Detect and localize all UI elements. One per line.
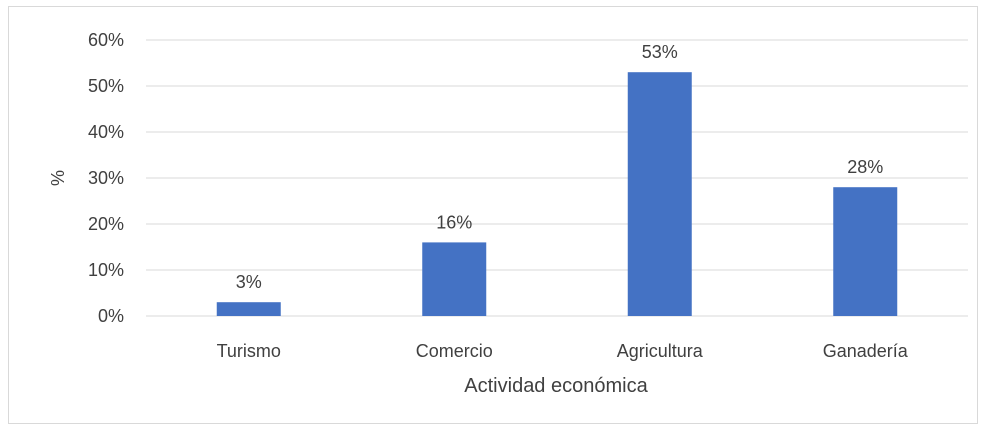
x-tick-label: Turismo — [217, 341, 281, 361]
bar-agricultura — [627, 72, 692, 316]
x-tick-label: Comercio — [416, 341, 493, 361]
bar-turismo — [216, 302, 281, 316]
data-label: 28% — [847, 157, 883, 177]
data-labels: 3% 16% 53% 28% — [236, 42, 884, 292]
y-tick-label: 30% — [88, 168, 124, 188]
y-tick-label: 0% — [98, 306, 124, 326]
bar-comercio — [422, 242, 487, 316]
y-tick-label: 50% — [88, 76, 124, 96]
y-axis-title: % — [48, 170, 68, 186]
x-axis-ticks: Turismo Comercio Agricultura Ganadería — [217, 341, 909, 361]
x-axis-title: Actividad económica — [464, 375, 648, 397]
y-axis-ticks: 0% 10% 20% 30% 40% 50% 60% — [88, 30, 124, 326]
y-tick-label: 40% — [88, 122, 124, 142]
chart-frame — [8, 6, 978, 424]
bar-ganadería — [833, 187, 898, 316]
data-label: 16% — [436, 212, 472, 232]
y-tick-label: 10% — [88, 260, 124, 280]
gridlines — [146, 39, 968, 317]
x-tick-label: Ganadería — [823, 341, 909, 361]
bars — [216, 72, 898, 316]
y-tick-label: 60% — [88, 30, 124, 50]
data-label: 3% — [236, 272, 262, 292]
y-tick-label: 20% — [88, 214, 124, 234]
data-label: 53% — [642, 42, 678, 62]
x-tick-label: Agricultura — [617, 341, 704, 361]
